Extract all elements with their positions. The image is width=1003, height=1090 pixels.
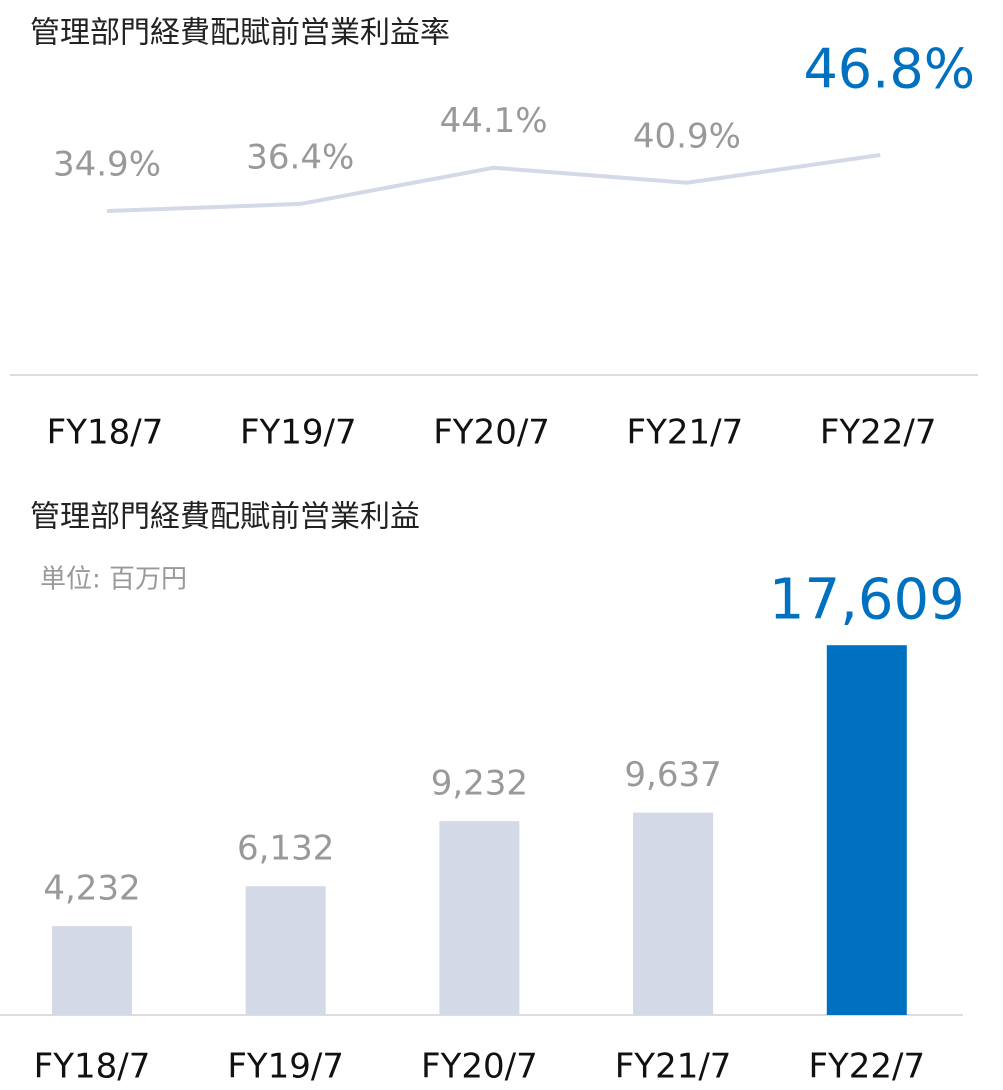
data-label: 40.9% — [633, 116, 741, 156]
data-label: 17,609 — [769, 567, 965, 632]
x-tick-label: FY20/7 — [421, 1047, 538, 1087]
data-label: 9,232 — [431, 764, 528, 804]
x-tick-label: FY21/7 — [627, 413, 744, 453]
line — [106, 153, 881, 213]
data-label: 44.1% — [440, 101, 548, 141]
x-tick-label: FY19/7 — [227, 1047, 344, 1087]
x-tick-label: FY22/7 — [820, 413, 937, 453]
chart-title: 管理部門経費配賦前営業利益率 — [30, 16, 450, 51]
bar — [439, 821, 520, 1015]
chart-title: 管理部門経費配賦前営業利益 — [30, 500, 420, 535]
bar — [52, 926, 132, 1015]
bar — [633, 812, 714, 1015]
bar — [245, 886, 326, 1015]
chart-subtitle: 単位: 百万円 — [40, 565, 187, 595]
data-label: 4,232 — [43, 869, 140, 909]
x-tick-label: FY22/7 — [808, 1047, 925, 1087]
data-label: 46.8% — [803, 38, 975, 101]
data-label: 9,637 — [624, 755, 721, 795]
x-tick-label: FY21/7 — [615, 1047, 732, 1087]
x-tick-label: FY19/7 — [240, 413, 357, 453]
data-label: 36.4% — [246, 137, 354, 177]
data-label: 6,132 — [237, 829, 334, 869]
x-tick-label: FY18/7 — [47, 413, 164, 453]
bar — [826, 645, 907, 1015]
x-tick-label: FY20/7 — [433, 413, 550, 453]
x-tick-label: FY18/7 — [34, 1047, 151, 1087]
data-label: 34.9% — [53, 144, 161, 184]
